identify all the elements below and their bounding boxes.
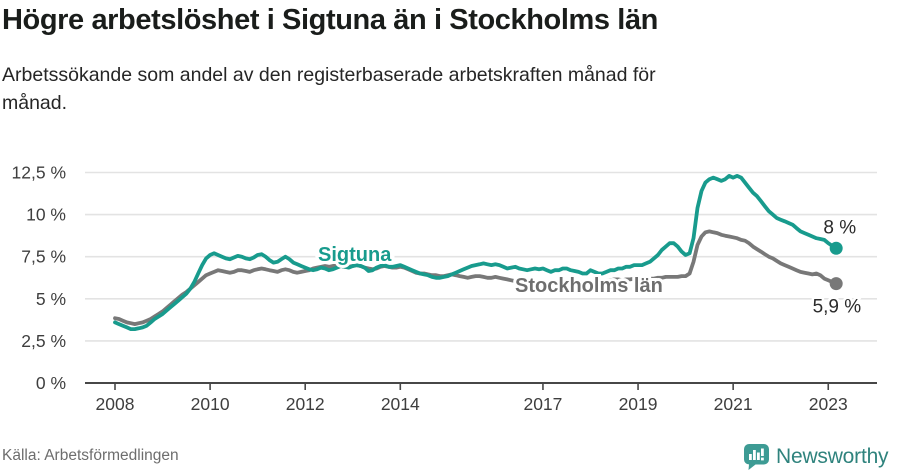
y-axis-tick-label: 12,5 % — [12, 163, 66, 183]
newsworthy-logo: Newsworthy — [744, 444, 889, 470]
x-axis-tick-label: 2019 — [619, 394, 658, 414]
subtitle-line-1: Arbetssökande som andel av den registerb… — [2, 64, 656, 86]
source-credit: Källa: Arbetsförmedlingen — [2, 447, 179, 464]
series-inline-label: Stockholms län — [515, 275, 663, 297]
x-axis-tick-label: 2021 — [714, 394, 753, 414]
series-line-sigtuna — [113, 173, 839, 332]
x-axis-tick-label: 2010 — [191, 394, 230, 414]
x-axis-tick-label: 2014 — [381, 394, 420, 414]
x-axis-tick-label: 2012 — [286, 394, 325, 414]
subtitle-line-2: månad. — [2, 92, 68, 114]
y-axis-tick-label: 0 % — [36, 373, 66, 393]
series-end-value-label: 8 % — [823, 217, 856, 238]
y-axis-tick-label: 2,5 % — [21, 331, 66, 351]
series-end-dot — [829, 241, 843, 255]
page-subtitle: Arbetssökande som andel av den registerb… — [2, 61, 656, 117]
series-end-value-label: 5,9 % — [813, 297, 862, 318]
x-axis-tick-label: 2017 — [523, 394, 562, 414]
page-title: Högre arbetslöshet i Sigtuna än i Stockh… — [2, 4, 658, 36]
y-axis-tick-label: 10 % — [26, 205, 66, 225]
series-line-stockholms-l-n — [113, 229, 839, 327]
x-axis-tick-label: 2008 — [96, 394, 135, 414]
newsworthy-speech-bubble-bar-chart-icon — [744, 444, 769, 470]
brand-wordmark: Newsworthy — [776, 445, 889, 468]
y-axis-tick-label: 5 % — [36, 289, 66, 309]
y-axis-tick-label: 7,5 % — [21, 247, 66, 267]
series-end-dot — [829, 277, 843, 291]
series-inline-label: Sigtuna — [318, 244, 392, 266]
x-axis-tick-label: 2023 — [809, 394, 848, 414]
